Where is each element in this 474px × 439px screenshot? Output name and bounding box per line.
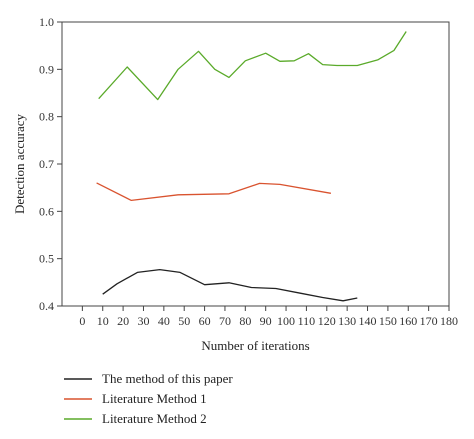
legend-item: The method of this paper bbox=[64, 371, 233, 386]
x-tick-label: 180 bbox=[440, 314, 458, 328]
plot-border bbox=[61, 21, 450, 307]
legend-item: Literature Method 1 bbox=[64, 391, 207, 406]
x-tick-label: 140 bbox=[359, 314, 377, 328]
y-tick-label: 1.0 bbox=[39, 15, 54, 29]
x-tick-label: 110 bbox=[298, 314, 316, 328]
x-tick-label: 120 bbox=[318, 314, 336, 328]
x-tick-label: 10 bbox=[97, 314, 109, 328]
y-axis-title: Detection accuracy bbox=[12, 114, 27, 214]
x-tick-label: 0 bbox=[79, 314, 85, 328]
y-tick-label: 0.4 bbox=[39, 299, 54, 313]
x-tick-label: 170 bbox=[420, 314, 438, 328]
y-axis: 0.4 0.5 0.6 0.7 0.8 0.9 1.0 bbox=[39, 15, 62, 313]
series-line-3 bbox=[98, 31, 407, 101]
x-axis: 0 10 20 30 40 50 60 70 80 90 100 110 120 130 140 150 160… bbox=[79, 306, 458, 328]
y-tick-label: 0.5 bbox=[39, 252, 54, 266]
y-tick-label: 0.8 bbox=[39, 110, 54, 124]
y-tick-label: 0.7 bbox=[39, 157, 54, 171]
x-tick-label: 80 bbox=[239, 314, 251, 328]
series-line-2 bbox=[96, 182, 332, 202]
x-tick-label: 70 bbox=[219, 314, 231, 328]
legend-item: Literature Method 2 bbox=[64, 411, 207, 426]
legend: The method of this paper Literature Metho… bbox=[64, 371, 233, 426]
x-tick-label: 130 bbox=[338, 314, 356, 328]
legend-label: Literature Method 1 bbox=[102, 391, 207, 406]
y-tick-label: 0.6 bbox=[39, 204, 54, 218]
plot-area bbox=[61, 21, 450, 307]
x-tick-label: 160 bbox=[399, 314, 417, 328]
x-tick-label: 100 bbox=[277, 314, 295, 328]
legend-label: Literature Method 2 bbox=[102, 411, 207, 426]
x-tick-label: 20 bbox=[117, 314, 129, 328]
series-line-1 bbox=[102, 268, 358, 302]
x-axis-title: Number of iterations bbox=[201, 338, 309, 353]
x-tick-label: 30 bbox=[137, 314, 149, 328]
y-tick-label: 0.9 bbox=[39, 62, 54, 76]
x-tick-label: 90 bbox=[260, 314, 272, 328]
x-tick-label: 50 bbox=[178, 314, 190, 328]
x-tick-label: 150 bbox=[379, 314, 397, 328]
x-tick-label: 40 bbox=[158, 314, 170, 328]
series-layer bbox=[96, 31, 407, 302]
x-tick-label: 60 bbox=[199, 314, 211, 328]
legend-label: The method of this paper bbox=[102, 371, 233, 386]
